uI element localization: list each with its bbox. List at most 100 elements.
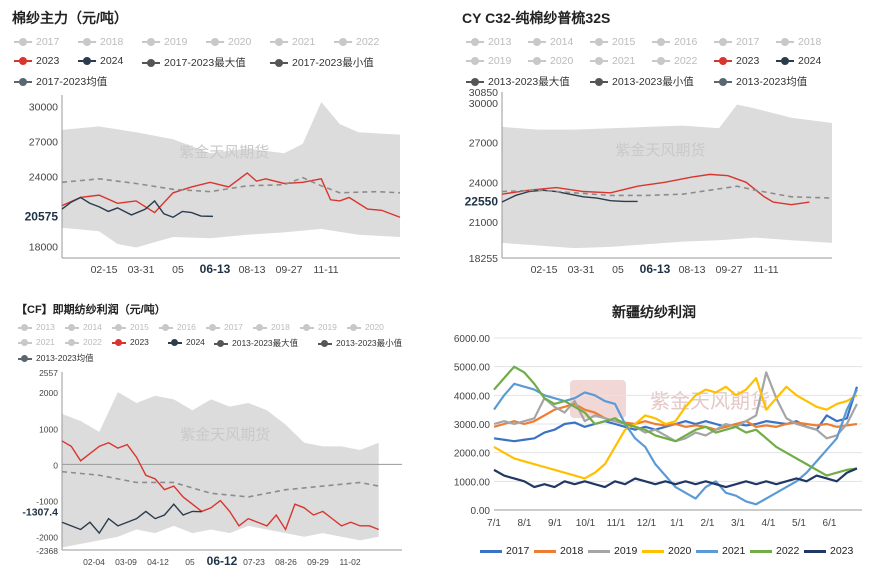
legend-item[interactable]: 2024 — [78, 55, 123, 67]
legend-item[interactable]: 2023 — [714, 55, 759, 67]
legend-label: 2013-2023最小值 — [336, 338, 403, 348]
legend-item[interactable]: 2013-2023均值 — [714, 74, 807, 89]
legend-label: 2024 — [100, 55, 124, 67]
legend-item[interactable]: 2022 — [65, 337, 102, 347]
legend-item[interactable]: 2022 — [750, 545, 799, 557]
legend-item[interactable]: 2019 — [588, 545, 637, 557]
legend-label: 2013-2023均值 — [736, 76, 808, 88]
chart-title: CY C32-纯棉纱普梳32S — [462, 10, 611, 26]
legend-item[interactable]: 2021 — [696, 545, 745, 557]
legend-item[interactable]: 2023 — [14, 55, 59, 67]
y-tick-label: 5000.00 — [454, 363, 491, 374]
y-tick-label: 18255 — [469, 253, 498, 265]
y-tick-label: 2000.00 — [454, 449, 491, 460]
legend-item[interactable]: 2022 — [334, 36, 379, 48]
legend-item[interactable]: 2020 — [206, 36, 251, 48]
legend-item[interactable]: 2017 — [206, 322, 243, 332]
legend-item[interactable]: 2021 — [270, 36, 315, 48]
legend-item[interactable]: 2020 — [347, 322, 384, 332]
series-line-2022 — [493, 365, 858, 477]
chart-legend: 2017 2018 2019 2020 2021 2022 2023 2024 2017-202… — [14, 36, 414, 94]
legend-item[interactable]: 2017 — [480, 545, 529, 557]
legend-item[interactable]: 2018 — [534, 545, 583, 557]
current-value-label: 20575 — [25, 209, 59, 223]
legend-label: 2022 — [776, 545, 800, 557]
y-tick-label: 24000 — [29, 172, 58, 184]
legend-item[interactable]: 2022 — [652, 55, 697, 67]
legend-item[interactable]: 2013-2023最大值 — [214, 337, 298, 349]
legend-item[interactable]: 2021 — [590, 55, 635, 67]
y-tick-label: 27000 — [29, 137, 58, 149]
x-tick-label: 10/1 — [576, 518, 596, 529]
legend-item[interactable]: 2013 — [466, 36, 511, 48]
legend-label: 2023 — [36, 55, 60, 67]
legend-swatch — [159, 323, 173, 331]
legend-item[interactable]: 2013-2023最小值 — [318, 337, 402, 349]
legend-item[interactable]: 2020 — [528, 55, 573, 67]
legend-item[interactable]: 2014 — [65, 322, 102, 332]
legend-item[interactable]: 2016 — [652, 36, 697, 48]
legend-item[interactable]: 2013-2023最小值 — [590, 74, 694, 89]
watermark-logo — [570, 380, 626, 418]
legend-item[interactable]: 2024 — [168, 337, 205, 347]
x-tick-label: 08-13 — [679, 264, 706, 276]
x-tick-label: 08-13 — [239, 264, 266, 276]
legend-label: 2024 — [798, 55, 822, 67]
legend-swatch — [14, 78, 32, 87]
legend-swatch — [142, 38, 160, 47]
legend-swatch — [253, 323, 267, 331]
chart-title: 新疆纺纱利润 — [612, 304, 696, 320]
legend-item[interactable]: 2017-2023最小值 — [270, 55, 374, 70]
legend-item[interactable]: 2019 — [142, 36, 187, 48]
legend-label: 2024 — [186, 337, 205, 347]
legend-swatch — [466, 38, 484, 47]
x-tick-label: 12/1 — [637, 518, 657, 529]
y-tick-label: 30000 — [29, 102, 58, 114]
legend-item[interactable]: 2021 — [18, 337, 55, 347]
legend-item[interactable]: 2024 — [776, 55, 821, 67]
legend-item[interactable]: 2013-2023最大值 — [466, 74, 570, 89]
legend-item[interactable]: 2017-2023最大值 — [142, 55, 246, 70]
legend-swatch — [78, 57, 96, 66]
y-tick-label: -2000 — [36, 533, 58, 543]
legend-item[interactable]: 2018 — [776, 36, 821, 48]
legend-item[interactable]: 2023 — [804, 545, 853, 557]
legend-label: 2017 — [506, 545, 530, 557]
legend-item[interactable]: 2018 — [78, 36, 123, 48]
x-tick-label: 11-11 — [753, 264, 778, 276]
x-tick-label: 09-27 — [276, 264, 303, 276]
legend-item[interactable]: 2015 — [590, 36, 635, 48]
legend-item[interactable]: 2023 — [112, 337, 149, 347]
y-tick-label: 30850 — [469, 87, 498, 99]
legend-item[interactable]: 2019 — [466, 55, 511, 67]
x-tick-label: 05 — [172, 264, 184, 276]
legend-item[interactable]: 2013-2023均值 — [18, 352, 94, 364]
legend-item[interactable]: 2017-2023均值 — [14, 74, 107, 89]
legend-item[interactable]: 2017 — [14, 36, 59, 48]
legend-item[interactable]: 2016 — [159, 322, 196, 332]
watermark: 紫金天风期货 — [615, 142, 705, 159]
legend-item[interactable]: 2014 — [528, 36, 573, 48]
legend-swatch — [714, 78, 732, 87]
legend-label: 2017-2023均值 — [36, 76, 108, 88]
legend-item[interactable]: 2013 — [18, 322, 55, 332]
x-tick-label: 07-23 — [243, 557, 265, 567]
chart-legend: 2017 2018 2019 2020 2021 2022 2023 — [480, 545, 860, 563]
chart-legend: 2013 2014 2015 2016 2017 2018 2019 2020 2021 2022… — [18, 322, 418, 372]
legend-item[interactable]: 2019 — [300, 322, 337, 332]
x-tick-label: 2/1 — [701, 518, 715, 529]
legend-swatch — [78, 38, 96, 47]
series-line-2018 — [493, 402, 858, 431]
legend-label: 2023 — [130, 337, 149, 347]
legend-swatch — [696, 549, 718, 553]
legend-label: 2018 — [560, 545, 584, 557]
x-tick-label: 05 — [612, 264, 624, 276]
legend-item[interactable]: 2020 — [642, 545, 691, 557]
legend-label: 2022 — [83, 337, 102, 347]
legend-swatch — [206, 38, 224, 47]
legend-item[interactable]: 2018 — [253, 322, 290, 332]
legend-item[interactable]: 2017 — [714, 36, 759, 48]
legend-item[interactable]: 2015 — [112, 322, 149, 332]
y-tick-label: 0 — [53, 460, 58, 470]
chart-title: 【CF】即期纺纱利润（元/吨） — [16, 304, 166, 316]
